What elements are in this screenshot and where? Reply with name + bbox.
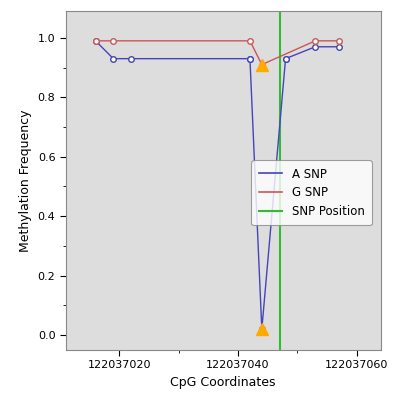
Legend: A SNP, G SNP, SNP Position: A SNP, G SNP, SNP Position [252, 160, 372, 226]
X-axis label: CpG Coordinates: CpG Coordinates [170, 376, 276, 389]
Y-axis label: Methylation Frequency: Methylation Frequency [19, 109, 32, 252]
